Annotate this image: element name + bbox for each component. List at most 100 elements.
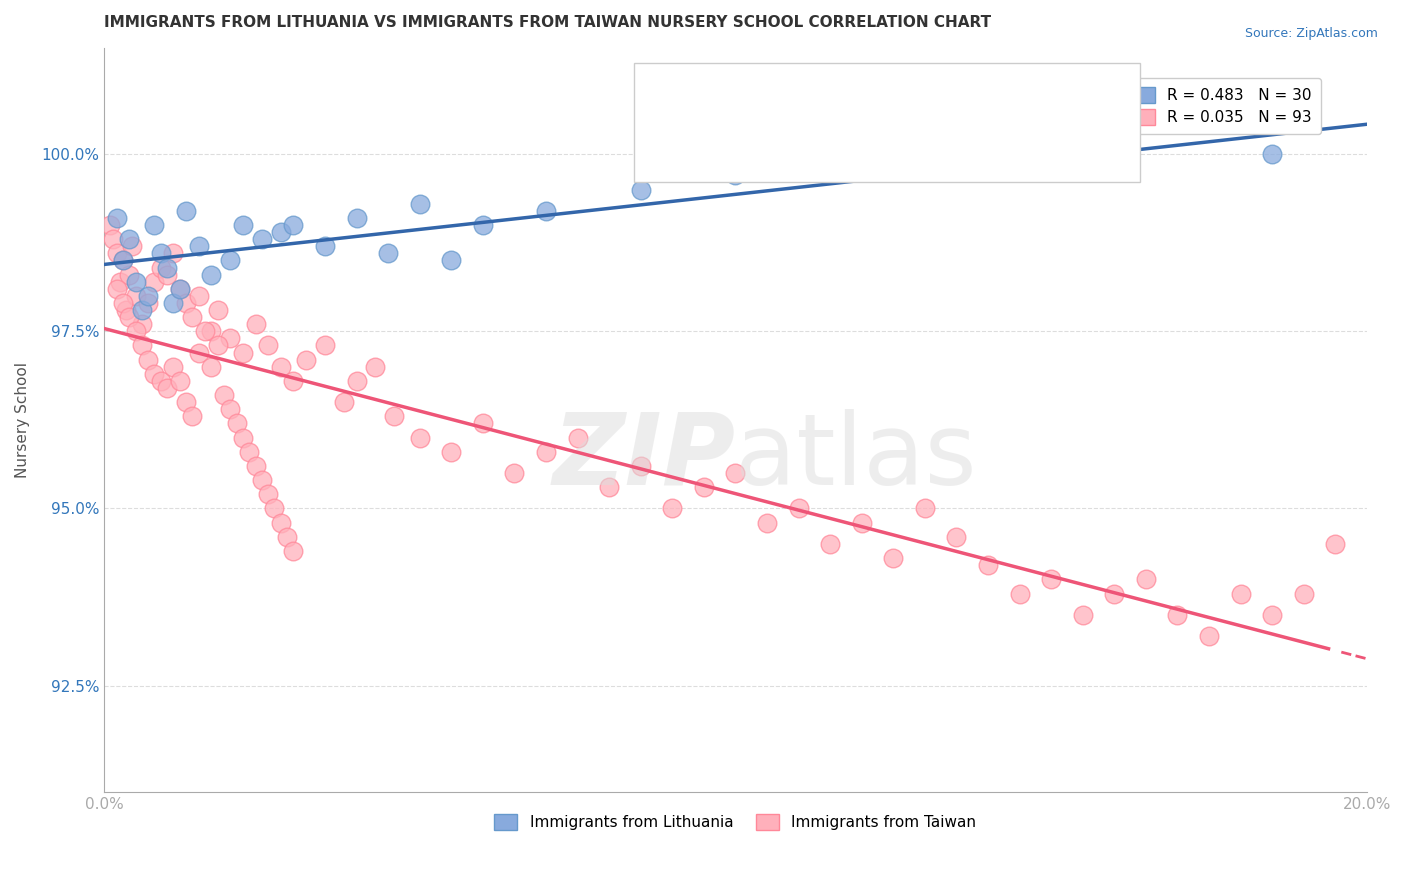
Point [124, 324, 146, 338]
Point [105, 211, 128, 225]
Point [111, 253, 134, 268]
Point [534, 444, 557, 458]
Point [250, 473, 273, 487]
Point [169, 282, 191, 296]
Point [364, 359, 387, 374]
Point [245, 458, 267, 473]
Point [149, 260, 172, 275]
Point [295, 352, 318, 367]
Point [162, 359, 184, 374]
Point [250, 232, 273, 246]
Point [181, 310, 204, 325]
Point [630, 183, 652, 197]
Point [169, 282, 191, 296]
Point [111, 253, 134, 268]
Point [118, 268, 141, 282]
Point [131, 317, 153, 331]
Point [219, 253, 242, 268]
Point [187, 289, 209, 303]
Point [1071, 607, 1094, 622]
Point [471, 417, 494, 431]
Point [181, 409, 204, 424]
Point [1102, 586, 1125, 600]
Point [724, 466, 747, 480]
Point [314, 338, 336, 352]
Point [200, 359, 222, 374]
Point [136, 289, 159, 303]
Point [118, 232, 141, 246]
Point [276, 530, 298, 544]
Point [238, 444, 260, 458]
Point [440, 253, 463, 268]
Point [377, 246, 399, 260]
Point [567, 431, 589, 445]
Point [1040, 572, 1063, 586]
Point [914, 161, 936, 176]
Point [314, 239, 336, 253]
Point [787, 501, 810, 516]
Point [257, 338, 280, 352]
Point [219, 331, 242, 345]
Point [212, 388, 235, 402]
Point [724, 169, 747, 183]
Point [174, 395, 197, 409]
Point [818, 537, 841, 551]
Point [283, 374, 305, 388]
Point [1166, 607, 1188, 622]
Point [270, 225, 292, 239]
Point [440, 444, 463, 458]
Point [270, 359, 292, 374]
Point [882, 551, 904, 566]
Point [225, 417, 247, 431]
Point [143, 275, 166, 289]
Point [169, 374, 191, 388]
Point [174, 296, 197, 310]
Point [1229, 586, 1251, 600]
FancyBboxPatch shape [634, 62, 1139, 182]
Point [136, 296, 159, 310]
Point [200, 324, 222, 338]
Point [156, 260, 179, 275]
Point [124, 275, 146, 289]
Point [914, 501, 936, 516]
Point [143, 367, 166, 381]
Text: ZIP: ZIP [553, 409, 735, 506]
Point [346, 211, 368, 225]
Point [1292, 586, 1315, 600]
Point [149, 246, 172, 260]
Point [105, 282, 128, 296]
Point [118, 310, 141, 325]
Point [333, 395, 356, 409]
Point [1261, 147, 1284, 161]
Point [263, 501, 285, 516]
Point [245, 317, 267, 331]
Point [283, 544, 305, 558]
Legend: Immigrants from Lithuania, Immigrants from Taiwan: Immigrants from Lithuania, Immigrants fr… [488, 808, 983, 837]
Point [471, 218, 494, 232]
Point [207, 303, 229, 318]
Point [693, 480, 716, 494]
Point [111, 296, 134, 310]
Point [661, 501, 683, 516]
Point [103, 232, 125, 246]
Point [283, 218, 305, 232]
Point [598, 480, 620, 494]
Point [534, 203, 557, 218]
Point [232, 345, 254, 359]
Point [115, 303, 138, 318]
Text: atlas: atlas [735, 409, 977, 506]
Point [108, 275, 131, 289]
Point [136, 352, 159, 367]
Point [124, 289, 146, 303]
Point [121, 239, 143, 253]
Point [346, 374, 368, 388]
Point [162, 246, 184, 260]
Point [630, 458, 652, 473]
Point [408, 196, 430, 211]
Point [187, 239, 209, 253]
Point [1008, 586, 1031, 600]
Point [257, 487, 280, 501]
Point [131, 303, 153, 318]
Point [945, 530, 967, 544]
Point [755, 516, 778, 530]
